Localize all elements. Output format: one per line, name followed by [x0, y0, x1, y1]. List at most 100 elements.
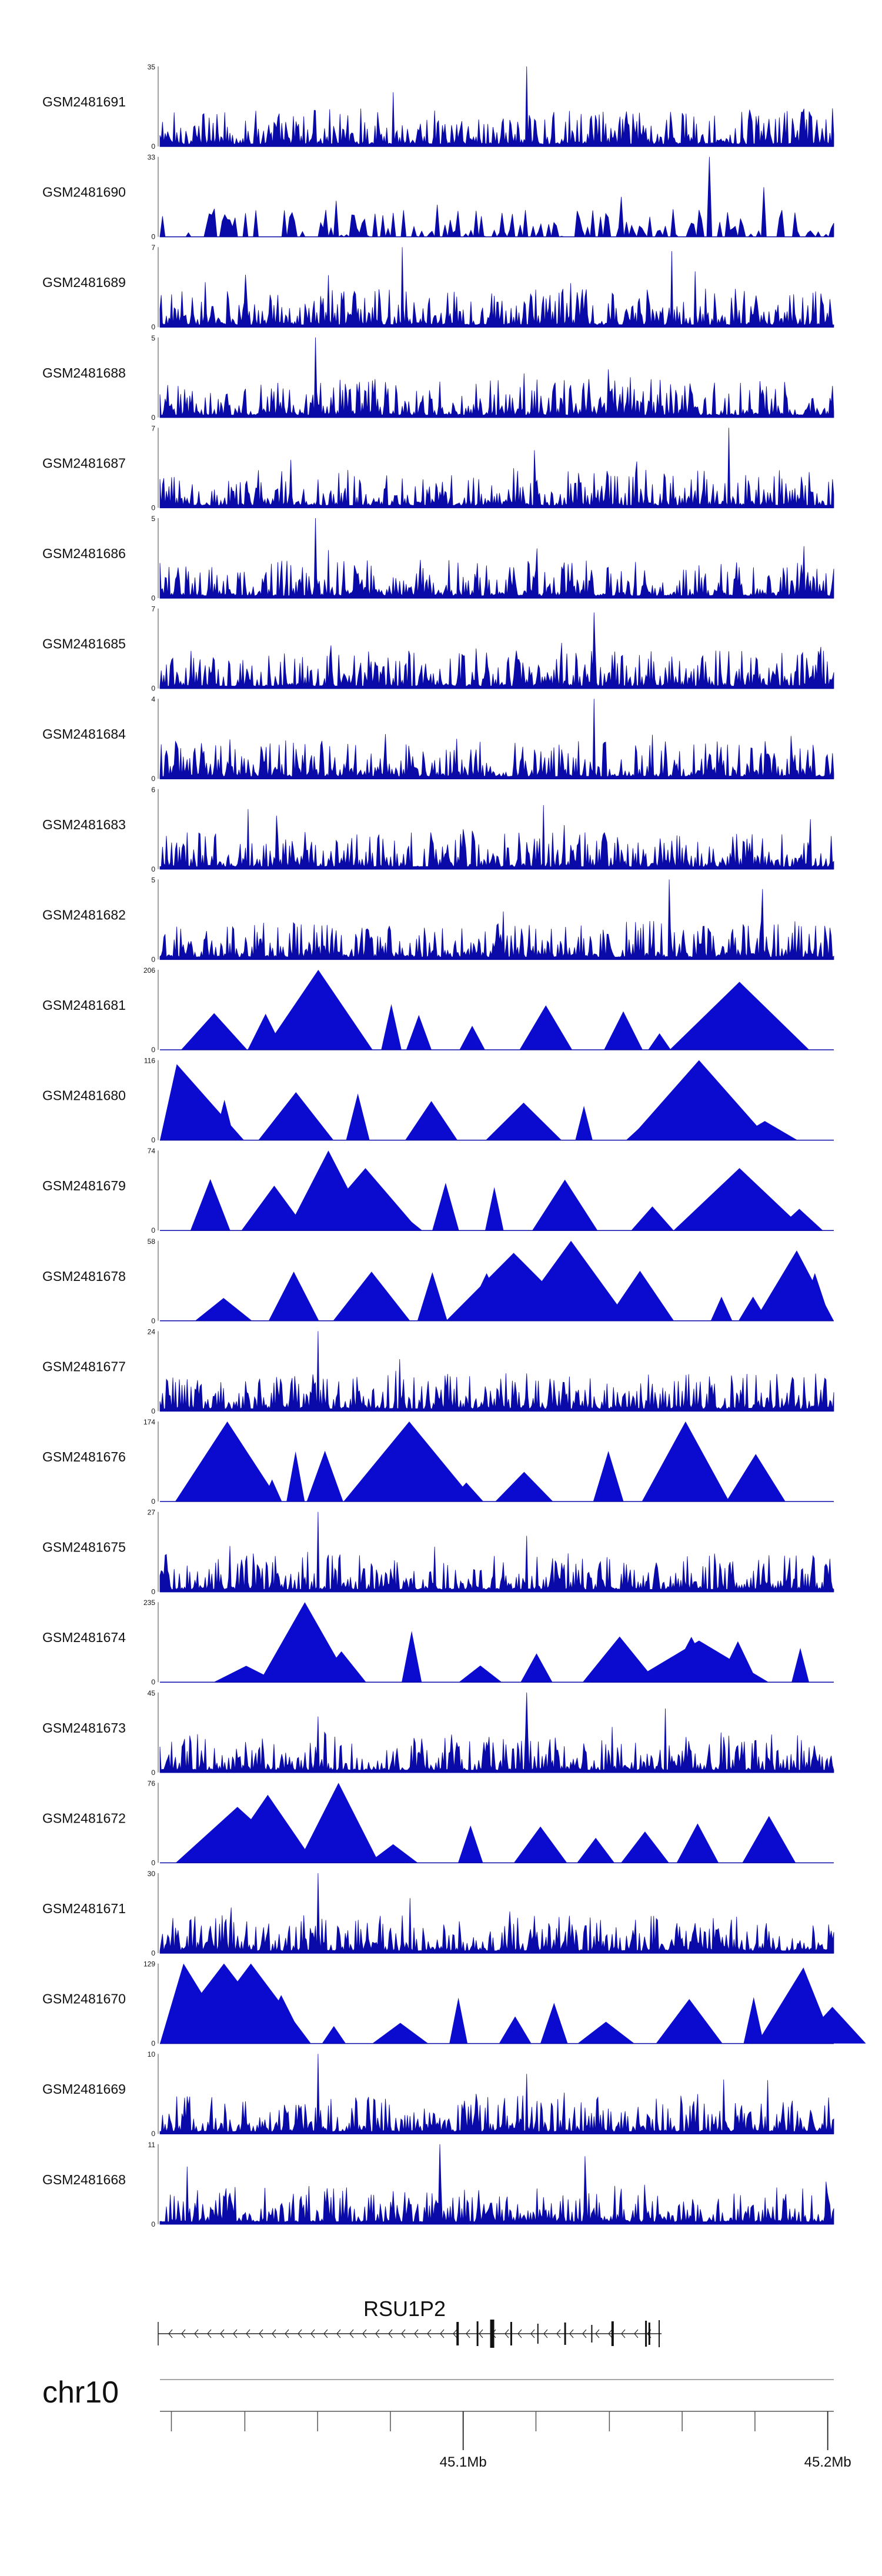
strand-arrow	[310, 2329, 315, 2338]
signal-peak	[312, 1168, 419, 1231]
signal-peak	[499, 2016, 532, 2044]
strand-arrow	[298, 2329, 302, 2338]
strand-arrow	[505, 2329, 509, 2338]
signal-peak	[286, 1451, 305, 1501]
y-axis-max-label: 5	[151, 334, 155, 342]
signal-peak	[606, 1270, 674, 1321]
strand-arrow	[479, 2329, 483, 2338]
track-GSM2481681: GSM2481681 206 0	[42, 966, 834, 1054]
y-axis-min-label: 0	[151, 1226, 155, 1234]
signal-peak	[743, 1997, 764, 2044]
y-axis-max-label: 116	[144, 1057, 155, 1065]
y-axis-max-label: 5	[151, 876, 155, 884]
y-axis-max-label: 7	[151, 605, 155, 613]
signal-peak	[710, 1296, 733, 1321]
signal-area	[159, 1511, 834, 1592]
signal-area	[159, 879, 834, 960]
signal-area	[159, 518, 834, 599]
strand-arrow	[362, 2329, 367, 2338]
signal-area	[159, 699, 834, 779]
track-GSM2481677: GSM2481677 24 0	[42, 1327, 834, 1415]
signal-peak	[368, 1844, 418, 1863]
y-axis-max-label: 7	[151, 243, 155, 252]
y-axis-max-label: 129	[143, 1960, 155, 1968]
y-axis-min-label: 0	[151, 1588, 155, 1596]
strand-arrow	[543, 2329, 548, 2338]
signal-peak	[742, 1816, 796, 1863]
track-GSM2481679: GSM2481679 74 0	[42, 1147, 834, 1234]
strand-arrow	[194, 2329, 199, 2338]
signal-peak	[191, 1963, 311, 2044]
y-axis-min-label: 0	[151, 1949, 155, 1957]
gene-track: RSU1P2	[158, 2297, 662, 2348]
track-GSM2481691: GSM2481691 35 0	[42, 63, 834, 151]
chromosome-label: chr10	[42, 2375, 119, 2410]
signal-area	[159, 805, 834, 870]
signal-peak	[593, 1451, 624, 1501]
track-label: GSM2481684	[42, 726, 126, 742]
signal-peak	[582, 1636, 657, 1683]
signal-peak	[264, 970, 373, 1050]
track-GSM2481686: GSM2481686 5 0	[42, 515, 834, 602]
y-axis-max-label: 74	[148, 1147, 156, 1155]
strand-arrow	[595, 2329, 600, 2338]
y-axis-min-label: 0	[151, 1858, 155, 1867]
signal-peak	[446, 1253, 582, 1321]
signal-peak	[298, 1783, 379, 1863]
y-axis-max-label: 5	[151, 515, 155, 523]
y-axis-min-label: 0	[151, 1317, 155, 1325]
track-label: GSM2481676	[42, 1449, 126, 1464]
y-axis-min-label: 0	[151, 955, 155, 963]
axis-tick-label: 45.1Mb	[440, 2454, 487, 2470]
signal-peak	[181, 1013, 248, 1050]
strand-arrow	[466, 2329, 470, 2338]
exon	[591, 2325, 593, 2343]
track-label: GSM2481686	[42, 546, 126, 561]
signal-peak	[190, 1179, 230, 1231]
exon	[648, 2323, 650, 2345]
signal-peak	[540, 2003, 568, 2044]
signal-peak	[754, 1250, 834, 1321]
strand-arrow	[582, 2329, 587, 2338]
y-axis-min-label: 0	[151, 865, 155, 873]
signal-peak	[791, 1647, 809, 1683]
signal-peak	[405, 1101, 457, 1140]
signal-peak	[459, 1026, 485, 1050]
signal-peak	[621, 1831, 669, 1863]
signal-peak	[485, 1187, 504, 1231]
y-axis-max-label: 6	[151, 786, 155, 794]
exon	[611, 2321, 614, 2346]
track-GSM2481673: GSM2481673 45 0	[42, 1689, 834, 1777]
strand-arrow	[259, 2329, 263, 2338]
track-GSM2481690: GSM2481690 33 0	[42, 154, 834, 241]
track-GSM2481687: GSM2481687 7 0	[42, 424, 834, 512]
signal-peak	[458, 1825, 483, 1863]
track-label: GSM2481689	[42, 275, 126, 290]
signal-peak	[673, 1168, 806, 1231]
track-label: GSM2481688	[42, 365, 126, 381]
y-axis-min-label: 0	[151, 2220, 155, 2228]
track-GSM2481689: GSM2481689 7 0	[42, 243, 834, 331]
signal-peak	[306, 1450, 343, 1501]
track-GSM2481684: GSM2481684 4 0	[42, 695, 834, 783]
strand-arrow	[634, 2329, 639, 2338]
strand-arrow	[336, 2329, 341, 2338]
signal-peak	[175, 1422, 280, 1501]
track-label: GSM2481677	[42, 1359, 126, 1374]
signal-area	[159, 1692, 834, 1773]
y-axis-min-label: 0	[151, 685, 155, 693]
track-label: GSM2481674	[42, 1630, 126, 1645]
track-label: GSM2481690	[42, 185, 126, 200]
track-label: GSM2481679	[42, 1178, 126, 1193]
y-axis-min-label: 0	[151, 1046, 155, 1054]
track-GSM2481668: GSM2481668 11 0	[42, 2141, 834, 2228]
strand-arrow	[323, 2329, 328, 2338]
signal-peak	[629, 1640, 769, 1683]
strand-arrow	[621, 2329, 626, 2338]
signal-peak	[532, 1179, 598, 1231]
track-label: GSM2481683	[42, 817, 126, 832]
y-axis-min-label: 0	[151, 594, 155, 602]
y-axis-min-label: 0	[151, 413, 155, 422]
exon	[490, 2320, 495, 2348]
